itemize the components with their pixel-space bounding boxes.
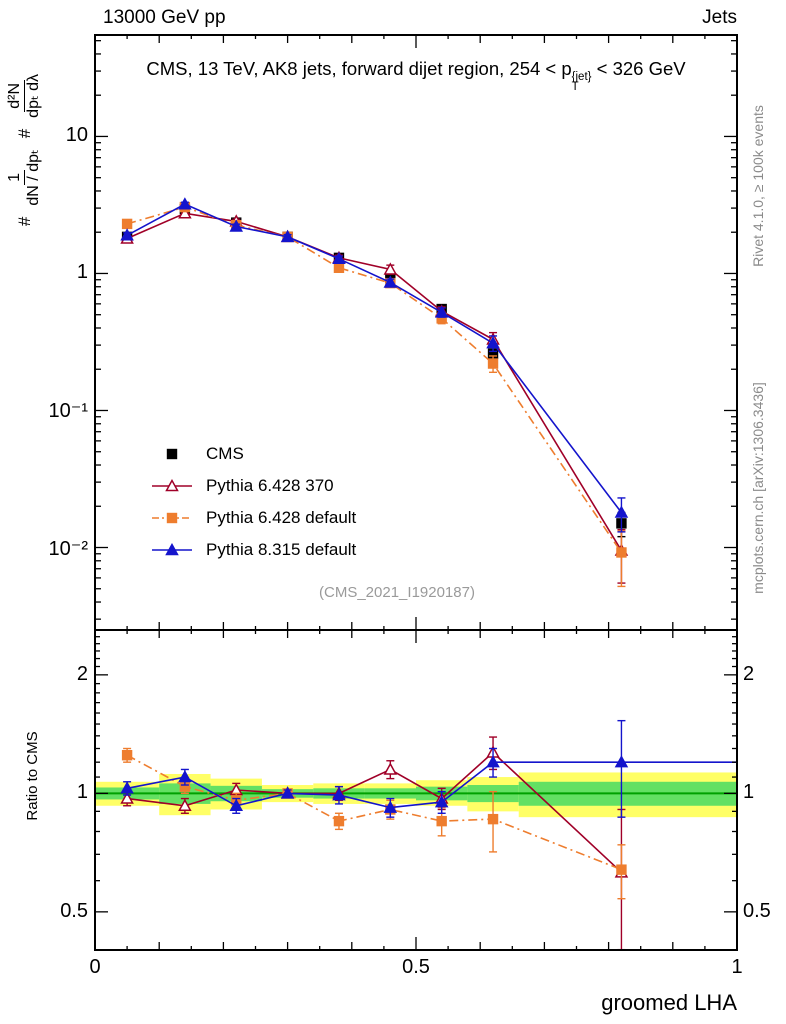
ratio-y-tick-label-left: 2: [76, 662, 88, 685]
legend-label: Pythia 8.315 default: [206, 539, 357, 559]
ylabel-frac2-denominator: dpₜ dλ: [25, 73, 43, 118]
main-series-pythia-8-315-default: [120, 197, 629, 533]
x-axis-label: groomed LHA: [601, 990, 737, 1015]
ratio-panel-frame: [94, 629, 738, 951]
ratio-y-tick-label-left: 0.5: [60, 899, 88, 922]
ylabel-hash-1: #: [14, 216, 34, 227]
mcplots-attribution-note: mcplots.cern.ch [arXiv:1306.3436]: [750, 382, 766, 594]
ratio-series-pythia-6-428-default: [121, 747, 627, 900]
ratio-series-pythia-8-315-default: [120, 719, 737, 818]
ylabel-fraction-2: d²N dpₜ dλ: [6, 72, 44, 120]
main-y-tick-label: 10⁻¹: [48, 400, 88, 423]
plot-title-text: CMS, 13 TeV, AK8 jets, forward dijet reg…: [146, 58, 572, 79]
legend-marker-icon: [152, 512, 192, 523]
plot-title: CMS, 13 TeV, AK8 jets, forward dijet reg…: [95, 58, 737, 93]
ratio-y-tick-label-left: 1: [76, 781, 88, 804]
legend-item: CMS: [150, 444, 356, 463]
ylabel-frac1-numerator: 1: [6, 169, 26, 185]
process-label: Jets: [702, 7, 737, 28]
pt-jet-symbol: {jet} T: [571, 71, 592, 93]
x-tick-label: 1: [731, 956, 743, 978]
beam-energy-label: 13000 GeV pp: [103, 7, 226, 28]
main-y-tick-label: 10⁻²: [48, 537, 88, 560]
legend: CMS Pythia 6.428 370 Pythia 6.428 default P…: [150, 444, 356, 559]
main-y-tick-label: 10: [65, 124, 88, 147]
legend-label: Pythia 6.428 default: [206, 507, 357, 527]
pt-subscript: T: [571, 81, 579, 93]
legend-marker-icon: [152, 542, 192, 555]
main-panel-frame: [94, 34, 738, 631]
legend-label: Pythia 6.428 370: [206, 475, 334, 495]
ratio-y-axis-label: Ratio to CMS: [24, 731, 41, 821]
pt-superscript: {jet}: [571, 71, 592, 83]
main-y-axis-label: # 1 dN / dpₜ # d²N dpₜ dλ: [6, 6, 44, 292]
ylabel-frac2-numerator: d²N: [6, 80, 26, 112]
x-tick-label: 0: [89, 956, 101, 978]
ratio-y-tick-label-right: 0.5: [743, 899, 771, 922]
legend-label: CMS: [206, 443, 244, 463]
legend-marker-icon: [152, 478, 192, 491]
ratio-y-tick-label-right: 2: [743, 662, 755, 685]
x-tick-label: 0.5: [402, 956, 430, 978]
main-y-tick-label: 1: [76, 261, 88, 284]
ylabel-fraction-1: 1 dN / dpₜ: [6, 147, 44, 207]
ratio-y-tick-label-right: 1: [743, 781, 755, 804]
plot-title-range: < 326 GeV: [591, 58, 686, 79]
legend-marker-icon: [166, 448, 178, 459]
legend-item: Pythia 8.315 default: [150, 540, 356, 559]
ratio-series-pythia-6-428-370: [120, 736, 629, 951]
ylabel-frac1-denominator: dN / dpₜ: [25, 149, 43, 206]
rivet-version-note: Rivet 4.1.0, ≥ 100k events: [750, 105, 766, 267]
analysis-id-watermark: (CMS_2021_I1920187): [319, 584, 475, 601]
legend-item: Pythia 6.428 default: [150, 508, 356, 527]
legend-item: Pythia 6.428 370: [150, 476, 356, 495]
